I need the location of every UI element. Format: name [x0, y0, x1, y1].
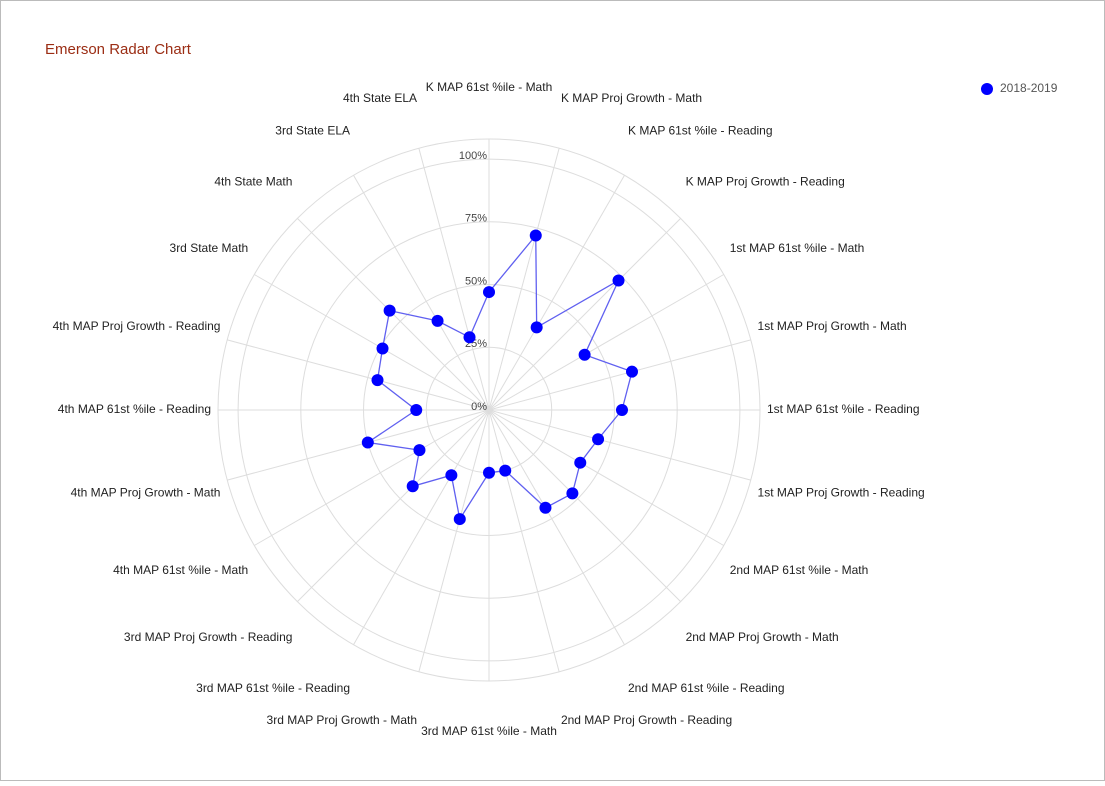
tick-label: 50%	[465, 275, 487, 287]
data-point	[410, 404, 423, 416]
spoke	[488, 175, 625, 411]
spoke	[254, 409, 490, 546]
category-label: 1st MAP 61st %ile - Math	[730, 241, 865, 255]
spoke	[488, 409, 724, 546]
data-point	[578, 348, 591, 361]
spoke	[227, 409, 490, 481]
grid-ring	[363, 284, 615, 536]
grid-ring	[300, 221, 678, 599]
spoke	[353, 175, 490, 411]
data-point	[413, 444, 426, 457]
spoke	[227, 339, 490, 411]
chart-title: Emerson Radar Chart	[45, 41, 192, 58]
data-point	[361, 436, 374, 449]
spoke	[488, 409, 681, 602]
category-label: K MAP Proj Growth - Reading	[686, 174, 845, 188]
category-label: 2nd MAP 61st %ile - Reading	[628, 681, 785, 695]
data-point	[566, 487, 579, 500]
spoke	[353, 409, 490, 645]
category-label: 2nd MAP 61st %ile - Math	[730, 563, 869, 577]
spoke	[297, 409, 490, 602]
category-label: 2nd MAP Proj Growth - Reading	[561, 713, 732, 727]
category-label: 4th MAP 61st %ile - Math	[113, 563, 248, 577]
data-point	[592, 433, 605, 446]
data-point	[612, 274, 625, 287]
spoke	[488, 409, 751, 481]
data-point	[530, 321, 543, 334]
tick-label: 75%	[465, 213, 487, 225]
data-point	[499, 464, 512, 477]
data-point	[376, 342, 389, 355]
data-point	[615, 404, 628, 416]
category-label: 1st MAP Proj Growth - Math	[758, 319, 907, 333]
category-label: 3rd State Math	[170, 241, 249, 255]
data-point	[574, 456, 587, 469]
data-point	[539, 501, 552, 514]
category-label: K MAP Proj Growth - Math	[561, 91, 702, 105]
category-label: 3rd MAP 61st %ile - Math	[421, 724, 557, 738]
category-label: 4th MAP 61st %ile - Reading	[58, 402, 211, 416]
category-label: 1st MAP Proj Growth - Reading	[758, 486, 925, 500]
spoke	[488, 339, 751, 411]
spoke	[254, 274, 490, 411]
category-label: 4th State Math	[214, 174, 292, 188]
category-label: 3rd MAP Proj Growth - Math	[267, 713, 418, 727]
category-label: 3rd MAP Proj Growth - Reading	[124, 630, 293, 644]
category-label: 3rd State ELA	[275, 123, 350, 137]
category-label: K MAP 61st %ile - Math	[426, 80, 553, 94]
data-point	[529, 229, 542, 242]
grid-ring	[237, 158, 741, 662]
data-point	[453, 513, 466, 526]
category-label: 3rd MAP 61st %ile - Reading	[196, 681, 350, 695]
spoke	[488, 409, 625, 645]
category-label: K MAP 61st %ile - Reading	[628, 123, 773, 137]
data-point	[626, 365, 639, 378]
data-point	[371, 374, 384, 387]
data-point	[483, 466, 495, 479]
legend-label: 2018-2019	[1000, 81, 1058, 95]
spoke	[488, 148, 560, 411]
spoke	[488, 218, 681, 411]
data-point	[463, 331, 476, 344]
category-label: 1st MAP 61st %ile - Reading	[767, 402, 920, 416]
spoke	[418, 409, 490, 672]
data-point	[483, 286, 495, 299]
data-point	[431, 314, 444, 327]
category-label: 4th MAP Proj Growth - Math	[71, 486, 221, 500]
tick-label: 0%	[471, 401, 487, 413]
data-point	[445, 469, 458, 482]
data-point	[383, 304, 396, 317]
legend-marker	[981, 83, 993, 95]
spoke	[488, 274, 724, 411]
spoke	[488, 409, 560, 672]
spoke	[418, 148, 490, 411]
category-label: 4th MAP Proj Growth - Reading	[53, 319, 221, 333]
tick-label: 100%	[459, 150, 487, 162]
data-point	[406, 480, 419, 493]
category-label: 2nd MAP Proj Growth - Math	[686, 630, 839, 644]
category-label: 4th State ELA	[343, 91, 417, 105]
